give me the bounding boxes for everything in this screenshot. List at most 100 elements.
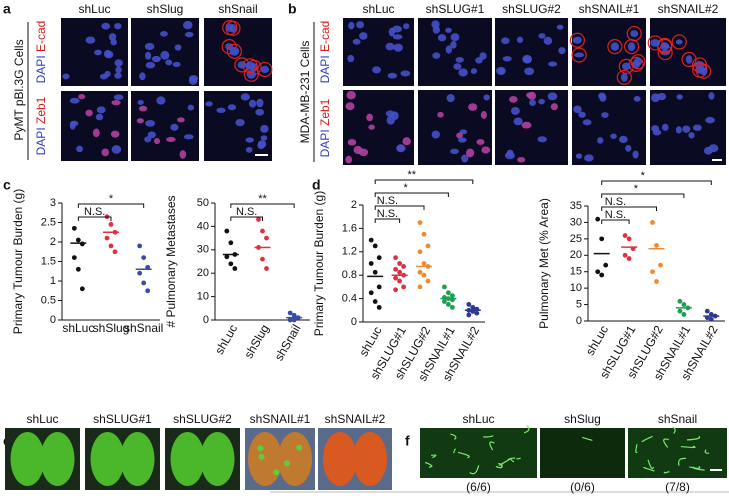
vessel	[469, 465, 480, 475]
nucleus	[96, 106, 106, 114]
data-point	[466, 312, 472, 318]
data-point	[108, 243, 114, 249]
data-point	[677, 308, 683, 314]
y-axis-label: Primary Tumour Burden (g)	[11, 189, 25, 334]
column-header: shLuc	[462, 412, 494, 426]
data-point	[393, 275, 398, 281]
significance-bracket	[230, 203, 295, 208]
nucleus	[538, 33, 546, 39]
nucleus	[481, 146, 491, 154]
data-point	[287, 310, 293, 316]
nucleus	[353, 145, 363, 155]
significance-label: **	[408, 169, 417, 181]
vessel	[489, 441, 495, 451]
nucleus	[69, 121, 76, 130]
data-point	[79, 286, 85, 292]
nucleus	[392, 34, 403, 40]
significance-label: N.S.	[236, 206, 257, 218]
data-point	[474, 310, 480, 316]
nucleus	[147, 131, 156, 139]
data-point	[287, 317, 293, 323]
membrane	[607, 38, 623, 55]
nucleus	[235, 118, 245, 127]
nucleus	[526, 92, 533, 98]
nucleus	[256, 98, 264, 108]
nucleus	[396, 144, 406, 153]
data-point	[603, 262, 609, 268]
data-point	[650, 269, 655, 275]
significance-label: N.S.	[377, 195, 398, 207]
cell-line-label: PyMT pBl.3G Cells	[12, 39, 26, 140]
nucleus	[101, 22, 111, 30]
nucleus	[160, 50, 170, 60]
data-point	[466, 302, 472, 307]
vessel	[523, 424, 530, 434]
nucleus	[400, 70, 411, 77]
nucleus	[110, 130, 120, 138]
significance-bracket	[374, 218, 401, 223]
nucleus	[502, 56, 512, 62]
data-point	[368, 261, 374, 266]
data-point	[417, 220, 423, 225]
x-tick-label: shSlug	[241, 322, 271, 361]
data-point	[71, 255, 77, 260]
nucleus	[111, 100, 121, 106]
data-point	[425, 278, 431, 284]
data-point	[417, 269, 423, 275]
membrane	[226, 43, 243, 59]
nucleus	[188, 76, 198, 85]
nucleus	[708, 92, 715, 100]
y-tick-label: 0.8	[342, 269, 357, 281]
membrane	[616, 69, 632, 85]
membrane	[569, 32, 585, 48]
nucleus	[517, 156, 526, 163]
nucleus	[547, 92, 558, 101]
nucleus	[101, 148, 110, 157]
y-tick-label: 25	[570, 233, 582, 245]
row-label: DAPI Zeb1	[318, 98, 332, 157]
column-header: shSnail	[658, 412, 697, 426]
nucleus	[431, 130, 440, 139]
nucleus	[110, 39, 118, 46]
nucleus	[257, 141, 265, 150]
nucleus	[94, 49, 102, 56]
data-point	[397, 278, 402, 284]
significance-label: N.S.	[605, 209, 626, 221]
stain-label: DAPI	[34, 55, 48, 83]
nucleus	[610, 133, 617, 139]
nucleus	[359, 32, 368, 40]
nucleus	[402, 137, 411, 146]
metastasis	[273, 469, 280, 476]
significance-bracket	[601, 219, 630, 224]
significance-bracket	[230, 216, 263, 221]
vessel	[647, 459, 655, 470]
vessel	[483, 435, 494, 438]
data-point	[104, 235, 110, 241]
y-axis-label: Primary Tumour Burden (g)	[312, 191, 326, 336]
y-tick-label: 15	[570, 266, 582, 278]
data-point	[650, 220, 655, 225]
column-header: shSNAIL#2	[325, 412, 386, 426]
nucleus	[699, 67, 708, 76]
column-header: shSlug	[147, 2, 184, 16]
data-point	[704, 308, 710, 314]
vessel	[431, 454, 437, 459]
y-tick-label: 0.4	[342, 293, 357, 305]
nucleus	[558, 47, 566, 55]
nucleus	[145, 61, 156, 69]
nucleus	[620, 72, 628, 82]
nucleus	[548, 61, 558, 67]
nucleus	[543, 36, 553, 45]
nucleus	[245, 146, 253, 153]
nucleus	[403, 23, 410, 30]
nucleus	[388, 27, 396, 37]
micrograph	[418, 18, 492, 86]
significance-label: **	[258, 193, 267, 205]
data-point	[450, 304, 455, 310]
y-axis-label: Pulmonary Met (% Area)	[537, 198, 551, 329]
y-tick-label: 1	[50, 275, 56, 287]
vessel	[663, 438, 669, 448]
lung-lobe	[170, 432, 205, 486]
stain-label: Zeb1	[34, 96, 48, 124]
nucleus	[260, 135, 268, 141]
